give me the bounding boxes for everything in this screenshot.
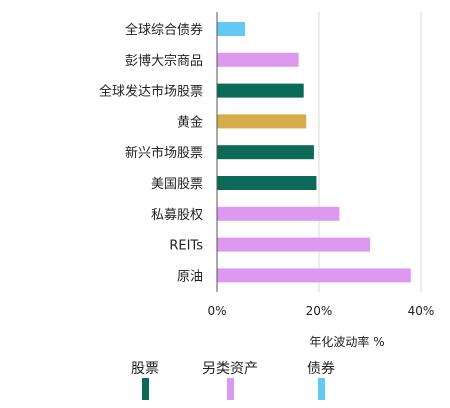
x-tick-label: 20% — [306, 304, 333, 318]
legend-label: 债券 — [307, 361, 335, 377]
x-tick-label: 0% — [207, 304, 226, 318]
bar — [217, 114, 307, 129]
bars — [217, 22, 411, 283]
bar — [217, 145, 314, 160]
x-tick-labels: 0% 20% 40% — [207, 304, 434, 318]
legend-label: 股票 — [131, 361, 159, 377]
bar — [217, 176, 317, 190]
category-label: 私募股权 — [151, 207, 203, 223]
legend: 股票 另类资产 债券 — [131, 361, 335, 400]
legend-swatch — [142, 378, 149, 400]
legend-swatch — [318, 378, 325, 400]
bar — [217, 83, 304, 98]
category-label: 新兴市场股票 — [125, 145, 203, 161]
bar — [217, 22, 246, 36]
category-label: REITs — [169, 239, 203, 254]
bar — [217, 237, 370, 252]
bar — [217, 268, 411, 283]
legend-label: 另类资产 — [202, 361, 258, 377]
bar — [217, 206, 340, 221]
category-label: 黄金 — [177, 114, 203, 130]
category-label: 全球综合债券 — [125, 22, 203, 38]
category-label: 美国股票 — [151, 177, 203, 192]
category-label: 全球发达市场股票 — [99, 84, 203, 100]
x-tick-label: 40% — [408, 304, 435, 318]
category-label: 彭博大宗商品 — [125, 53, 203, 69]
legend-swatch — [227, 378, 234, 400]
category-label: 原油 — [177, 269, 203, 284]
bar — [217, 52, 299, 67]
x-axis-title: 年化波动率 % — [309, 334, 384, 349]
